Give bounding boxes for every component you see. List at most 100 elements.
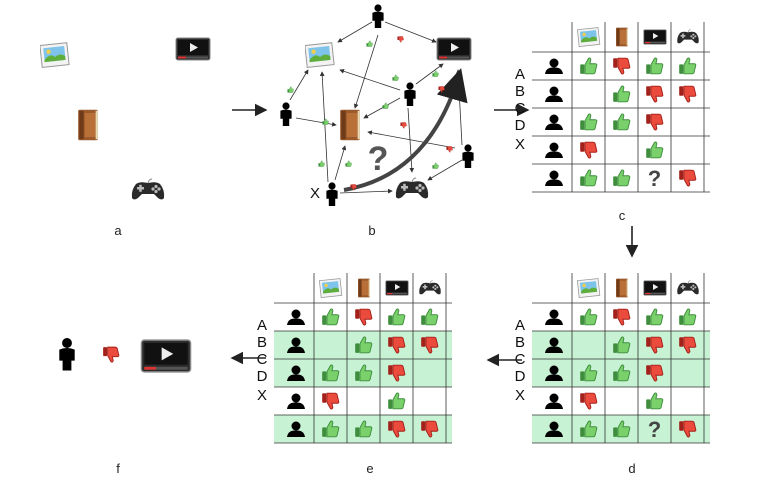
thumb-up-icon — [579, 308, 598, 326]
thumb-up-icon — [612, 85, 631, 103]
panel-b: X ? b — [280, 4, 474, 238]
thumb-down-icon — [645, 85, 664, 103]
video-icon — [140, 339, 192, 373]
video-icon — [643, 29, 667, 45]
thumb-up-icon — [645, 308, 664, 326]
row-label-d: D — [257, 368, 268, 385]
thumb-down-icon — [612, 308, 631, 326]
gamepad-icon — [676, 280, 700, 295]
gamepad-icon — [131, 178, 165, 201]
user-icon — [287, 393, 305, 409]
video-icon — [175, 37, 211, 61]
video-icon — [385, 280, 409, 296]
panel-label-d: d — [628, 461, 635, 476]
photo-icon — [319, 278, 343, 298]
thumb-down-icon — [579, 392, 598, 410]
user-icon — [545, 170, 563, 186]
row-label-x: X — [515, 387, 525, 404]
thumb-up-icon — [382, 102, 389, 109]
user-icon — [372, 4, 384, 29]
thumb-down-icon — [645, 113, 664, 131]
panel-label-b: b — [368, 223, 375, 238]
thumb-down-icon — [321, 392, 340, 410]
unknown-rating-mark: ? — [648, 417, 661, 442]
thumb-up-icon — [321, 308, 340, 326]
thumb-up-icon — [392, 74, 399, 81]
thumb-down-icon — [400, 122, 407, 129]
row-label-x: X — [515, 136, 525, 153]
thumb-up-icon — [645, 392, 664, 410]
user-icon — [280, 102, 292, 126]
panel-label-e: e — [366, 461, 373, 476]
book-icon — [358, 278, 370, 298]
prediction-arrow — [343, 68, 468, 192]
thumb-down-icon — [438, 86, 445, 93]
row-label-b: B — [257, 334, 267, 351]
row-label-d: D — [515, 117, 526, 134]
thumb-up-icon — [579, 57, 598, 75]
thumb-up-icon — [432, 162, 439, 169]
target-user-icon — [326, 182, 338, 206]
thumb-up-icon — [678, 308, 697, 326]
gamepad-icon — [395, 177, 429, 200]
gamepad-icon — [676, 29, 700, 44]
thumb-up-icon — [678, 57, 697, 75]
user-icon — [545, 58, 563, 74]
user-icon — [545, 393, 563, 409]
thumb-up-icon — [387, 308, 406, 326]
book-icon — [340, 109, 360, 141]
row-label-a: A — [257, 317, 267, 334]
gamepad-icon — [418, 280, 442, 295]
video-icon — [436, 37, 472, 61]
thumb-up-icon — [366, 40, 373, 47]
thumb-down-icon — [678, 85, 697, 103]
row-label-x: X — [257, 387, 267, 404]
book-icon — [616, 278, 628, 298]
row-label-a: A — [515, 317, 525, 334]
panel-f: f — [59, 338, 192, 476]
photo-icon — [40, 42, 70, 68]
target-user-label: X — [310, 185, 320, 202]
thumb-down-icon — [579, 141, 598, 159]
book-icon — [78, 109, 98, 141]
thumb-up-icon — [420, 308, 439, 326]
row-label-a: A — [515, 66, 525, 83]
thumb-up-icon — [322, 118, 329, 125]
row-label-c: C — [515, 100, 526, 117]
panel-label-f: f — [116, 461, 120, 476]
row-label-c: C — [257, 351, 268, 368]
user-icon — [545, 86, 563, 102]
user-icon — [404, 82, 416, 106]
unknown-rating-mark: ? — [648, 166, 661, 191]
thumb-down-icon — [612, 57, 631, 75]
thumb-up-icon — [318, 160, 325, 167]
book-icon — [616, 27, 628, 47]
target-user-icon — [59, 338, 75, 371]
thumb-up-icon — [612, 113, 631, 131]
user-icon — [462, 144, 474, 168]
photo-icon — [305, 42, 335, 68]
unknown-rating-mark: ? — [368, 140, 389, 178]
row-label-b: B — [515, 83, 525, 100]
thumb-up-icon — [612, 169, 631, 187]
thumb-down-icon — [397, 36, 404, 43]
thumb-up-icon — [579, 169, 598, 187]
user-icon — [545, 142, 563, 158]
user-icon — [545, 114, 563, 130]
thumb-up-icon — [579, 113, 598, 131]
row-label-b: B — [515, 334, 525, 351]
thumb-down-icon — [354, 308, 373, 326]
thumb-up-icon — [345, 160, 352, 167]
panel-a: a — [40, 37, 211, 238]
user-icon — [287, 309, 305, 325]
photo-icon — [577, 278, 601, 298]
thumb-up-icon — [287, 86, 294, 93]
photo-icon — [577, 27, 601, 47]
panel-label-a: a — [114, 223, 122, 238]
panel-label-c: c — [619, 208, 626, 223]
thumb-down-icon — [446, 146, 453, 153]
